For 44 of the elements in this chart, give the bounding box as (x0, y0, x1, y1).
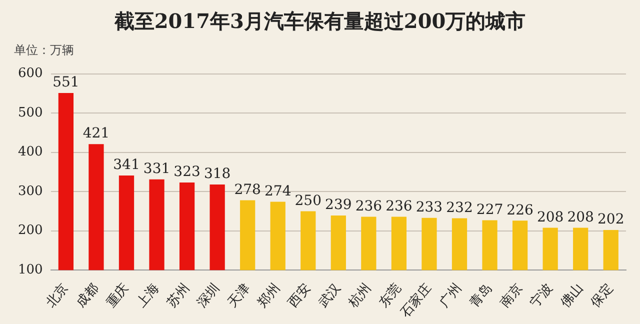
x-tick-label: 杭州 (345, 281, 374, 312)
x-tick-label: 苏州 (164, 281, 193, 311)
data-label: 227 (476, 202, 504, 218)
y-tick-label: 300 (18, 184, 43, 199)
x-tick-label: 郑州 (255, 281, 284, 311)
x-tick-label: 上海 (134, 281, 162, 311)
x-tick-label: 广州 (436, 281, 466, 311)
chart-title: 截至2017年3月汽车保有量超过200万的城市 (113, 8, 527, 35)
y-tick-label: 600 (18, 66, 43, 82)
data-label: 421 (82, 126, 110, 142)
x-tick-label: 青岛 (467, 281, 496, 311)
data-label: 274 (264, 183, 292, 200)
data-label: 233 (416, 200, 443, 216)
data-label: 232 (446, 200, 473, 216)
x-tick-label: 保定 (588, 281, 617, 311)
x-tick-label: 南京 (497, 281, 526, 311)
data-label: 323 (174, 164, 200, 180)
y-tick-label: 400 (18, 144, 43, 160)
data-label: 239 (325, 197, 352, 214)
x-tick-label: 西安 (284, 280, 314, 311)
data-label: 208 (567, 209, 594, 226)
data-label: 236 (355, 198, 382, 214)
x-tick-label: 武汉 (316, 281, 344, 311)
data-label: 208 (536, 209, 564, 226)
x-tick-label: 宁波 (527, 280, 556, 311)
x-tick-label: 北京 (43, 281, 72, 311)
data-label: 226 (506, 202, 534, 218)
y-tick-label: 500 (18, 105, 43, 120)
x-tick-label: 成都 (74, 281, 102, 311)
data-label: 236 (386, 198, 412, 214)
data-label: 318 (204, 166, 231, 182)
data-label: 250 (294, 192, 322, 209)
x-tick-label: 佛山 (558, 281, 586, 311)
y-tick-label: 200 (18, 223, 43, 238)
y-tick-label: 100 (18, 262, 43, 278)
data-label: 551 (52, 74, 80, 91)
x-tick-label: 重庆 (104, 281, 132, 311)
x-tick-label: 天津 (225, 281, 254, 311)
data-label: 331 (143, 161, 170, 178)
data-label: 278 (234, 182, 261, 198)
x-tick-label: 深圳 (194, 281, 223, 311)
data-label: 341 (113, 157, 140, 174)
y-axis-title: 单位：万辆 (14, 42, 74, 59)
data-label: 202 (597, 212, 624, 228)
